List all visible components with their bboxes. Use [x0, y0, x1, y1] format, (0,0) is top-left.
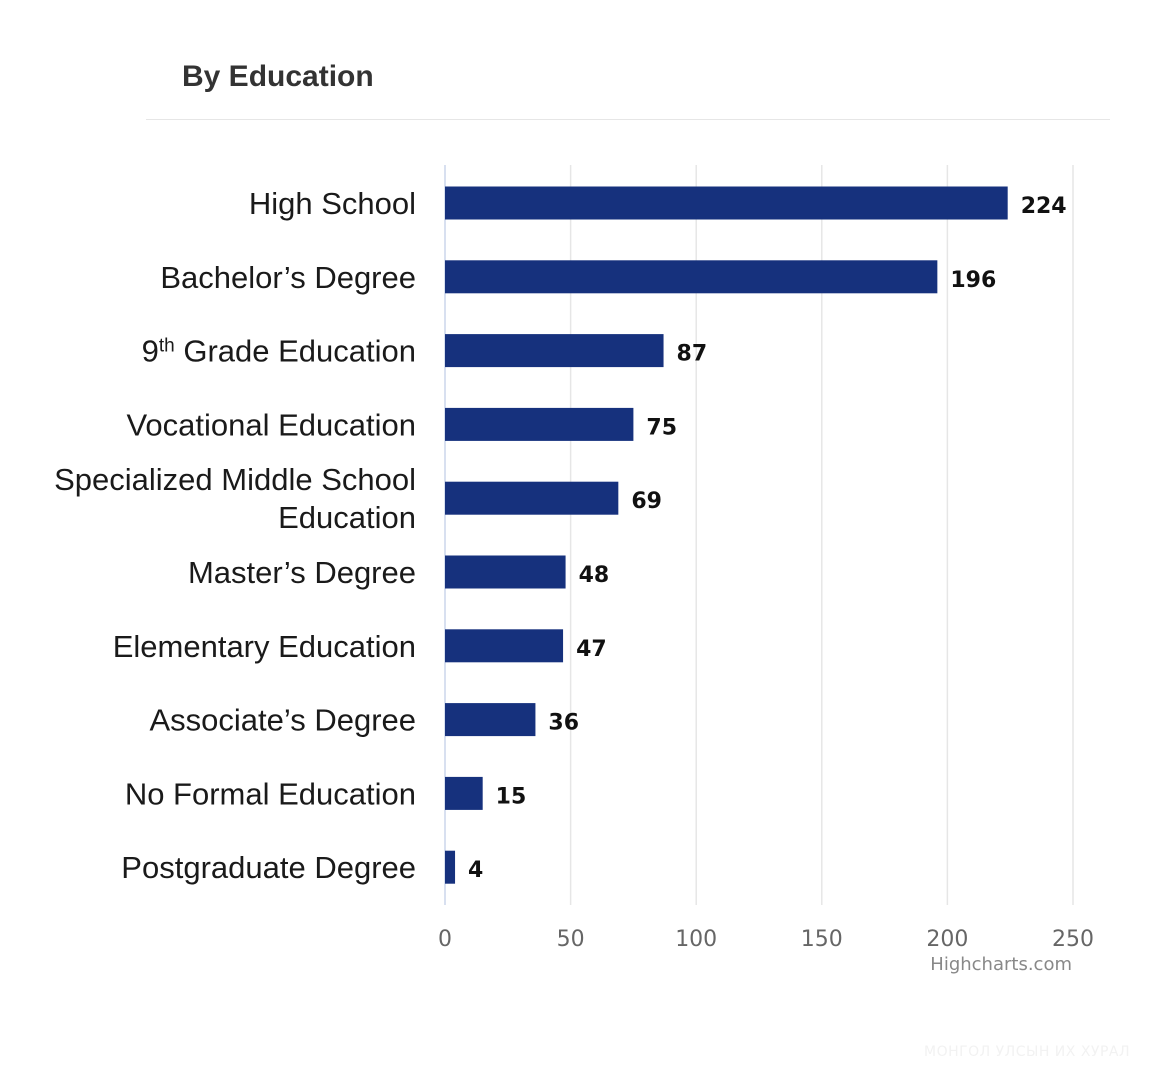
data-label: 196 — [950, 268, 996, 293]
watermark-text: МОНГОЛ УЛСЫН ИХ ХУРАЛ — [923, 1044, 1130, 1060]
data-labels: 224 196 87 75 69 48 47 36 15 4 — [468, 194, 1067, 883]
bar[interactable] — [445, 629, 564, 663]
x-tick-label: 150 — [801, 927, 843, 952]
category-label: High School — [249, 186, 416, 221]
bar[interactable] — [445, 186, 1008, 220]
x-axis-ticks: 0 50 100 150 200 250 — [438, 927, 1094, 952]
title-divider — [146, 119, 1110, 120]
bar[interactable] — [445, 481, 619, 515]
data-label: 48 — [579, 563, 610, 588]
data-label: 69 — [631, 489, 662, 514]
category-label: Vocational Education — [126, 407, 416, 442]
x-tick-label: 50 — [557, 927, 585, 952]
category-label: Postgraduate Degree — [121, 850, 416, 885]
data-label: 36 — [548, 711, 579, 736]
bar[interactable] — [445, 850, 456, 884]
bar[interactable] — [445, 555, 566, 589]
bar[interactable] — [445, 260, 938, 294]
data-label: 87 — [677, 342, 708, 367]
category-label: No Formal Education — [125, 776, 416, 811]
x-tick-label: 100 — [675, 927, 717, 952]
category-label: Elementary Education — [113, 629, 416, 664]
x-tick-label: 250 — [1052, 927, 1094, 952]
bar[interactable] — [445, 407, 634, 441]
bar[interactable] — [445, 334, 664, 368]
data-label: 224 — [1021, 194, 1067, 219]
bar[interactable] — [445, 703, 536, 737]
data-label: 47 — [576, 637, 607, 662]
category-label: Master’s Degree — [188, 555, 416, 590]
x-tick-label: 200 — [926, 927, 968, 952]
credits-text[interactable]: Highcharts.com — [930, 954, 1072, 975]
data-label: 4 — [468, 858, 483, 883]
data-label: 15 — [496, 784, 527, 809]
category-labels: High School Bachelor’s Degree 9th Grade Ed… — [54, 186, 416, 885]
category-label: Specialized Middle School Education — [54, 462, 416, 535]
category-label: Bachelor’s Degree — [160, 260, 416, 295]
x-tick-label: 0 — [438, 927, 452, 952]
bar[interactable] — [445, 776, 483, 810]
category-label: 9th Grade Education — [142, 334, 416, 369]
chart-title: By Education — [182, 60, 374, 93]
bars — [445, 186, 1008, 884]
category-label: Associate’s Degree — [149, 703, 416, 738]
data-label: 75 — [646, 415, 677, 440]
